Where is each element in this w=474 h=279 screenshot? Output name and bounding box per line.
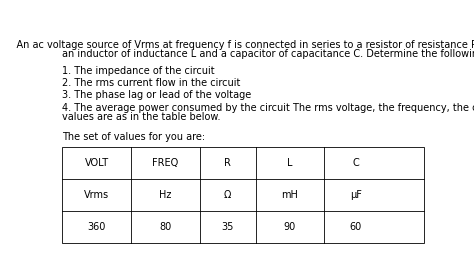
- Text: 360: 360: [88, 222, 106, 232]
- Text: an inductor of inductance L and a capacitor of capacitance C. Determine the foll: an inductor of inductance L and a capaci…: [63, 49, 474, 59]
- Text: 4. The average power consumed by the circuit The rms voltage, the frequency, the: 4. The average power consumed by the cir…: [63, 103, 474, 113]
- Bar: [63, 147, 423, 243]
- Text: Ω: Ω: [224, 190, 231, 200]
- Text: 90: 90: [284, 222, 296, 232]
- Text: L: L: [287, 158, 292, 168]
- Text: Vrms: Vrms: [84, 190, 109, 200]
- Text: C: C: [352, 158, 359, 168]
- Text: The set of values for you are:: The set of values for you are:: [63, 132, 205, 142]
- Text: mH: mH: [282, 190, 298, 200]
- Text: R: R: [224, 158, 231, 168]
- Text: values are as in the table below.: values are as in the table below.: [63, 112, 221, 122]
- Text: VOLT: VOLT: [84, 158, 109, 168]
- Text: 2. The rms current flow in the circuit: 2. The rms current flow in the circuit: [63, 78, 241, 88]
- Text: 60: 60: [350, 222, 362, 232]
- Text: 35: 35: [221, 222, 234, 232]
- Text: An ac voltage source of Vrms at frequency f is connected in series to a resistor: An ac voltage source of Vrms at frequenc…: [4, 40, 474, 50]
- Text: Hz: Hz: [159, 190, 172, 200]
- Text: 80: 80: [159, 222, 172, 232]
- Text: FREQ: FREQ: [152, 158, 178, 168]
- Text: 1. The impedance of the circuit: 1. The impedance of the circuit: [63, 66, 215, 76]
- Text: μF: μF: [350, 190, 362, 200]
- Text: 3. The phase lag or lead of the voltage: 3. The phase lag or lead of the voltage: [63, 90, 252, 100]
